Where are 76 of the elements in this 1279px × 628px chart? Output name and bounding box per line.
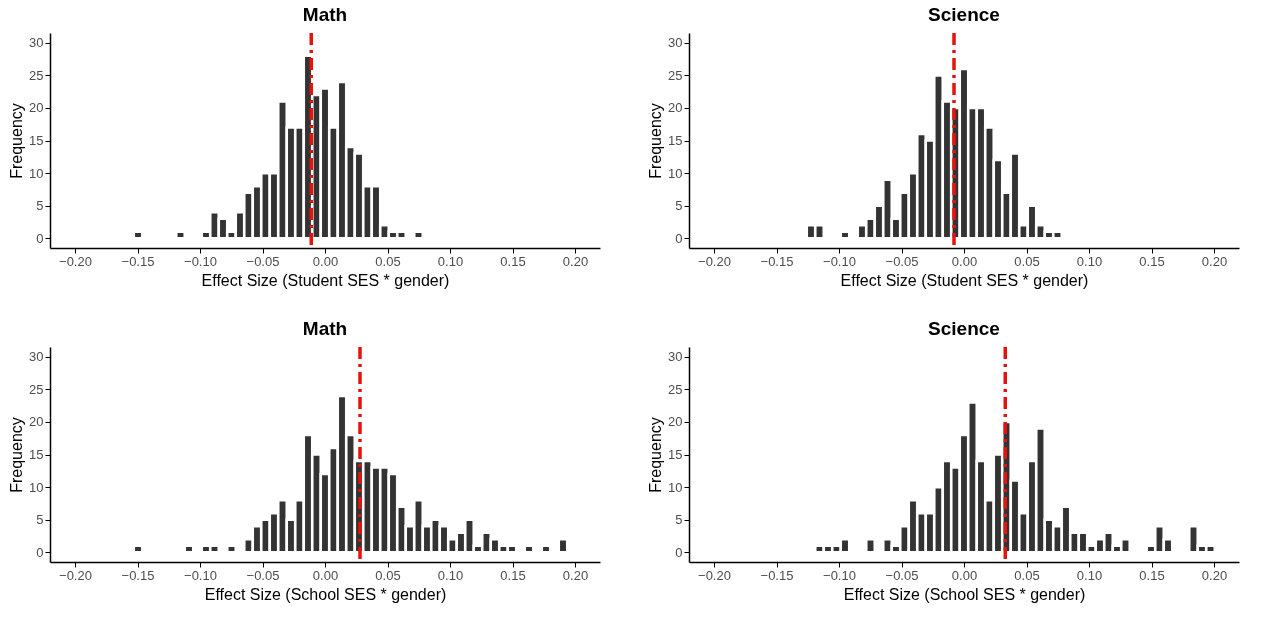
y-tick-label: 10 [668, 479, 683, 495]
x-axis-title: Effect Size (Student SES * gender) [840, 271, 1089, 289]
x-tick-label: −0.20 [698, 567, 731, 583]
y-tick-label: 10 [29, 165, 44, 181]
x-tick-label: 0.10 [437, 567, 464, 583]
x-tick-label: −0.05 [885, 253, 919, 269]
x-tick-label: 0.20 [562, 253, 589, 269]
y-tick-label: 25 [668, 67, 683, 83]
y-tick-label: 0 [36, 544, 44, 560]
y-tick-label: 15 [29, 133, 44, 148]
x-tick-label: 0.05 [375, 253, 401, 269]
y-tick-label: 20 [668, 414, 683, 430]
y-tick-label: 30 [29, 349, 44, 365]
x-tick-label: 0.15 [500, 253, 526, 269]
x-tick-label: −0.15 [760, 253, 794, 269]
y-tick-label: 0 [36, 230, 44, 246]
y-tick-label: 30 [668, 35, 683, 51]
y-tick-label: 15 [29, 447, 44, 462]
y-tick-label: 20 [29, 100, 44, 116]
y-tick-label: 10 [29, 479, 44, 495]
y-axis-title: Frequency [8, 417, 26, 493]
x-tick-label: 0.15 [1139, 567, 1165, 583]
x-tick-label: 0.00 [312, 567, 339, 583]
x-tick-label: −0.15 [121, 567, 155, 583]
y-tick-label: 25 [29, 381, 44, 397]
x-tick-label: −0.10 [823, 567, 856, 583]
y-tick-label: 5 [36, 512, 44, 528]
y-tick-label: 25 [29, 67, 44, 83]
x-tick-label: −0.05 [885, 567, 919, 583]
y-tick-label: 0 [675, 544, 683, 560]
x-tick-label: 0.00 [312, 253, 339, 269]
x-tick-label: −0.10 [184, 567, 217, 583]
y-tick-label: 20 [29, 414, 44, 430]
x-tick-label: 0.15 [1139, 253, 1165, 269]
x-tick-label: 0.10 [1076, 253, 1103, 269]
x-tick-label: 0.20 [1201, 253, 1228, 269]
x-tick-label: 0.00 [951, 253, 978, 269]
y-tick-label: 5 [675, 198, 683, 214]
x-tick-label: 0.05 [375, 567, 401, 583]
y-axis-title: Frequency [647, 103, 665, 179]
x-tick-label: −0.10 [823, 253, 856, 269]
x-tick-label: −0.05 [246, 567, 280, 583]
x-tick-label: 0.20 [1201, 567, 1228, 583]
x-tick-label: −0.15 [121, 253, 155, 269]
chart-title: Math [302, 318, 348, 340]
x-axis-title: Effect Size (Student SES * gender) [201, 271, 450, 289]
x-tick-label: −0.05 [246, 253, 280, 269]
x-axis-title: Effect Size (School SES * gender) [204, 585, 447, 603]
y-tick-label: 15 [668, 447, 683, 462]
chart-title: Science [928, 4, 1000, 26]
y-tick-label: 5 [36, 198, 44, 214]
y-tick-label: 10 [668, 165, 683, 181]
x-tick-label: −0.15 [760, 567, 794, 583]
y-axis-title: Frequency [8, 103, 26, 179]
x-tick-label: −0.10 [184, 253, 217, 269]
x-tick-label: 0.20 [562, 567, 589, 583]
y-tick-label: 20 [668, 100, 683, 116]
x-tick-label: 0.10 [437, 253, 464, 269]
x-tick-label: 0.05 [1014, 567, 1040, 583]
y-tick-label: 0 [675, 230, 683, 246]
chart-title: Math [302, 4, 348, 26]
y-axis-title: Frequency [647, 417, 665, 493]
x-tick-label: −0.20 [59, 567, 92, 583]
x-tick-label: 0.10 [1076, 567, 1103, 583]
x-tick-label: 0.00 [951, 567, 978, 583]
y-tick-label: 5 [675, 512, 683, 528]
y-tick-label: 25 [668, 381, 683, 397]
x-tick-label: 0.05 [1014, 253, 1040, 269]
y-tick-label: 15 [668, 133, 683, 148]
x-tick-label: −0.20 [698, 253, 731, 269]
x-tick-label: 0.15 [500, 567, 526, 583]
y-tick-label: 30 [29, 35, 44, 51]
chart-title: Science [928, 318, 1000, 340]
x-axis-title: Effect Size (School SES * gender) [843, 585, 1086, 603]
y-tick-label: 30 [668, 349, 683, 365]
x-tick-label: −0.20 [59, 253, 92, 269]
